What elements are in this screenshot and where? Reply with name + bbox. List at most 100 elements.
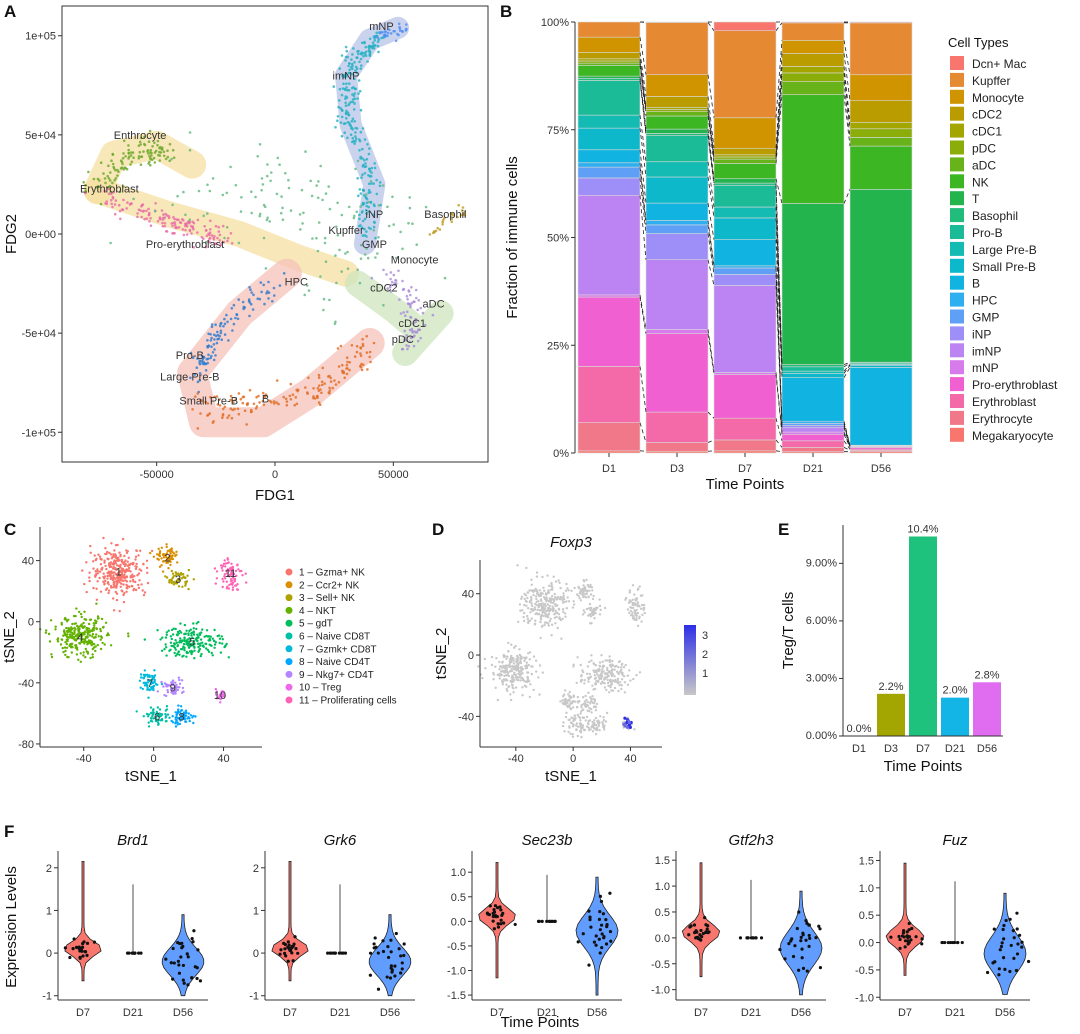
tsne-point-574 bbox=[83, 610, 86, 613]
connector-20-0 bbox=[639, 37, 647, 75]
tsne-point-271 bbox=[116, 577, 120, 580]
cell-point-379 bbox=[137, 157, 141, 160]
cell-point-1038 bbox=[336, 201, 339, 205]
connector-5-2 bbox=[775, 285, 783, 428]
violin-point-3-38 bbox=[783, 957, 787, 961]
foxp3-point-842 bbox=[568, 695, 572, 698]
violin-point-2-40 bbox=[608, 929, 613, 934]
tsne-point-1124 bbox=[215, 690, 218, 693]
legend-label-8: T bbox=[972, 192, 980, 206]
foxp3-high-point-4 bbox=[623, 716, 627, 720]
tsne-point-747 bbox=[175, 633, 179, 636]
foxp3-point-133 bbox=[526, 591, 530, 594]
cell-type-label-17: B bbox=[262, 394, 269, 406]
y-tick-label-1: 0 bbox=[468, 650, 474, 662]
foxp3-point-229 bbox=[561, 617, 564, 620]
cell-point-944 bbox=[315, 236, 318, 240]
cell-point-70 bbox=[367, 47, 371, 51]
foxp3-point-139 bbox=[529, 595, 533, 599]
cell-point-222 bbox=[364, 162, 367, 165]
foxp3-point-1018 bbox=[633, 593, 636, 596]
foxp3-point-1006 bbox=[638, 605, 641, 608]
tsne-point-952 bbox=[146, 688, 149, 691]
tsne-point-430 bbox=[91, 656, 95, 659]
tsne-point-1046 bbox=[194, 715, 197, 718]
cell-point-1035 bbox=[381, 184, 385, 187]
foxp3-point-412 bbox=[523, 659, 526, 663]
cell-point-486 bbox=[136, 215, 139, 219]
cell-point-891 bbox=[412, 344, 416, 348]
violin-point-2-14 bbox=[498, 905, 502, 909]
tsne-point-107 bbox=[119, 566, 122, 569]
foxp3-point-104 bbox=[548, 610, 551, 613]
connector-17-2 bbox=[775, 72, 783, 157]
foxp3-point-983 bbox=[642, 606, 646, 610]
cell-point-1033 bbox=[268, 220, 272, 223]
tsne-point-321 bbox=[160, 557, 163, 560]
cell-point-124 bbox=[360, 176, 363, 179]
foxp3-point-916 bbox=[578, 700, 581, 703]
cell-point-31 bbox=[345, 82, 348, 85]
tsne-point-403 bbox=[170, 581, 173, 585]
tsne-point-184 bbox=[123, 592, 126, 595]
connector-1-0 bbox=[639, 422, 647, 443]
cell-point-1059 bbox=[392, 223, 396, 226]
cell-point-259 bbox=[360, 51, 364, 54]
bar-segment-pro-erythroblast-D3 bbox=[645, 333, 709, 413]
cell-point-530 bbox=[112, 190, 115, 194]
tsne-point-886 bbox=[147, 713, 151, 716]
foxp3-point-535 bbox=[516, 664, 520, 667]
tsne-point-648 bbox=[69, 642, 73, 646]
violin-point-2-10 bbox=[488, 904, 492, 908]
foxp3-point-595 bbox=[592, 688, 595, 691]
cell-point-749 bbox=[317, 401, 321, 404]
cell-point-625 bbox=[248, 301, 252, 304]
foxp3-point-291 bbox=[589, 593, 593, 596]
cell-point-553 bbox=[142, 209, 146, 213]
violin-point-2-34 bbox=[551, 919, 555, 923]
cell-point-369 bbox=[120, 166, 124, 169]
tsne-point-1049 bbox=[174, 721, 178, 724]
connector-1-1 bbox=[707, 439, 715, 443]
foxp3-point-466 bbox=[505, 687, 508, 691]
cell-point-126 bbox=[340, 134, 344, 138]
tsne-point-103 bbox=[92, 560, 95, 563]
tsne-point-963 bbox=[143, 669, 146, 672]
tsne-point-178 bbox=[131, 575, 134, 579]
cell-point-829 bbox=[218, 404, 222, 407]
violin-point-2-52 bbox=[592, 940, 597, 944]
bar-segment-small-pre-b-D1 bbox=[577, 127, 641, 151]
foxp3-point-673 bbox=[628, 669, 631, 672]
cell-point-782 bbox=[328, 389, 332, 392]
cell-point-390 bbox=[119, 159, 123, 162]
cell-point-179 bbox=[359, 57, 363, 61]
cell-point-81 bbox=[340, 54, 344, 57]
bar-segment-basophil-D3 bbox=[645, 133, 709, 136]
violin-point-0-56 bbox=[185, 952, 189, 956]
cell-point-812 bbox=[257, 394, 260, 398]
cell-point-684 bbox=[345, 356, 349, 360]
foxp3-point-414 bbox=[507, 674, 511, 678]
cell-point-97 bbox=[372, 213, 375, 216]
tsne-point-374 bbox=[187, 568, 190, 572]
tsne-point-1198 bbox=[234, 569, 238, 573]
foxp3-point-948 bbox=[593, 705, 596, 708]
foxp3-point-731 bbox=[606, 668, 609, 672]
cell-point-152 bbox=[347, 103, 350, 107]
violin-point-4-38 bbox=[1015, 952, 1020, 956]
foxp3-point-746 bbox=[600, 674, 603, 677]
tsne-point-204 bbox=[112, 575, 115, 579]
foxp3-point-516 bbox=[526, 680, 529, 684]
violin-point-0-46 bbox=[186, 955, 190, 959]
x-tick-label-2: 40 bbox=[217, 753, 229, 765]
tsne-point-1029 bbox=[176, 723, 179, 726]
cell-point-409 bbox=[162, 154, 166, 158]
foxp3-point-792 bbox=[569, 721, 573, 724]
tsne-point-360 bbox=[161, 570, 165, 573]
violin-point-4-24 bbox=[920, 942, 924, 946]
violin-point-3-63 bbox=[814, 936, 818, 940]
cell-point-560 bbox=[223, 333, 227, 336]
tsne-point-128 bbox=[114, 590, 118, 594]
tsne-point-817 bbox=[183, 632, 186, 636]
